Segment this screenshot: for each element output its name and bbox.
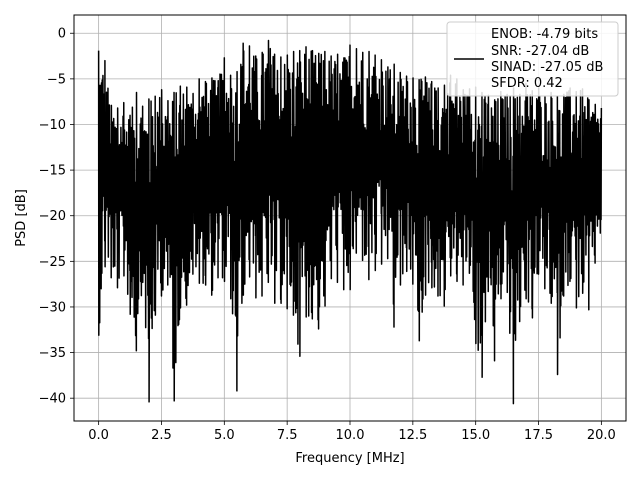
psd-series-line [97,39,603,405]
y-tick-label: −10 [39,118,66,133]
psd-trace [97,39,603,405]
legend-line-4: SFDR: 0.42 [491,76,563,91]
x-tick-label: 5.0 [214,428,235,443]
x-tick-label: 17.5 [524,428,553,443]
x-tick-label: 15.0 [461,428,490,443]
y-tick-label: −25 [39,255,66,270]
x-tick-label: 20.0 [587,428,616,443]
x-tick-label: 7.5 [277,428,298,443]
y-tick-label: −15 [39,164,66,179]
x-axis-ticks: 0.0 2.5 5.0 7.5 10.0 12.5 15.0 17.5 20.0 [88,421,616,443]
y-axis-label: PSD [dB] [14,189,29,247]
legend-line-3: SINAD: -27.05 dB [491,60,603,75]
y-tick-label: −40 [39,392,66,407]
y-tick-label: −20 [39,209,66,224]
y-tick-label: −30 [39,300,66,315]
x-axis-label: Frequency [MHz] [295,451,404,466]
legend-box [446,21,619,97]
x-tick-label: 2.5 [151,428,172,443]
y-tick-label: −35 [39,346,66,361]
legend-line-2: SNR: -27.04 dB [491,44,589,59]
legend: ENOB: -4.79 bits SNR: -27.04 dB SINAD: -… [446,21,619,97]
y-tick-label: 0 [58,27,66,42]
x-tick-label: 10.0 [336,428,365,443]
y-axis-ticks: 0 −5 −10 −15 −20 −25 −30 −35 −40 [39,27,74,407]
y-tick-label: −5 [47,72,66,87]
x-tick-label: 0.0 [88,428,109,443]
x-tick-label: 12.5 [398,428,427,443]
legend-line-1: ENOB: -4.79 bits [491,27,598,42]
